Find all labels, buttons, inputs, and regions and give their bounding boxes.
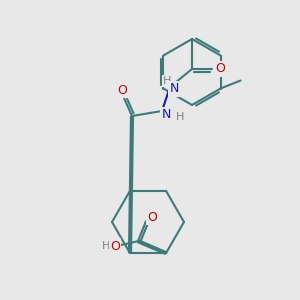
Text: H: H (163, 76, 171, 86)
Text: N: N (161, 109, 171, 122)
Text: O: O (147, 211, 157, 224)
Text: H: H (176, 112, 184, 122)
Text: N: N (169, 82, 179, 95)
Text: O: O (117, 83, 127, 97)
Text: H: H (102, 241, 110, 251)
Text: O: O (110, 240, 120, 253)
Text: O: O (215, 62, 225, 76)
